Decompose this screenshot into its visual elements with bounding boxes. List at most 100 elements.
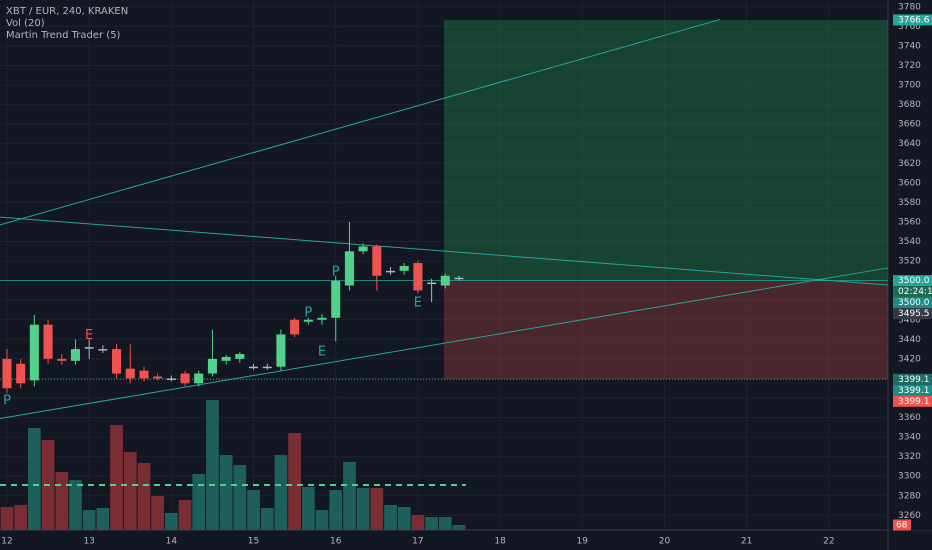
- volume-tag-label: 68: [896, 521, 908, 531]
- volume-bar: [151, 496, 164, 530]
- volume-bar: [69, 480, 82, 530]
- candle-body: [180, 373, 190, 384]
- candle-body: [16, 363, 26, 384]
- y-tick-label: 3340: [898, 433, 921, 443]
- y-tick-label: 3700: [898, 81, 921, 91]
- candle-body: [303, 319, 313, 322]
- profit-zone: [443, 19, 888, 281]
- candle-body: [372, 246, 382, 276]
- price-tag-label: 3495.5: [898, 309, 930, 319]
- signal-label: E: [85, 328, 93, 343]
- y-tick-label: 3520: [898, 257, 921, 267]
- volume-bar: [397, 507, 411, 530]
- candle-body: [57, 358, 67, 361]
- volume-bar: [82, 510, 96, 530]
- volume-bar: [356, 488, 370, 530]
- volume-bar: [164, 513, 178, 530]
- candle-body: [440, 275, 450, 286]
- y-tick-label: 3780: [898, 2, 921, 12]
- price-tag: [893, 14, 932, 26]
- volume-bar: [192, 474, 206, 530]
- signal-label: E: [414, 296, 422, 311]
- trend-line: [0, 19, 720, 226]
- price-tag-label: 3766.6: [898, 15, 930, 25]
- y-tick-label: 3760: [898, 22, 921, 32]
- candle-body: [358, 246, 368, 252]
- volume-tag: [893, 519, 911, 531]
- x-tick-label: 13: [83, 537, 94, 547]
- loss-zone: [443, 280, 888, 380]
- y-tick-label: 3540: [898, 237, 921, 247]
- y-tick-label: 3360: [898, 413, 921, 423]
- candle-body: [194, 373, 204, 384]
- candle-body: [454, 277, 464, 280]
- x-tick-label: 19: [577, 537, 589, 547]
- y-tick-label: 3300: [898, 472, 921, 482]
- candle-body: [29, 324, 39, 381]
- x-tick-label: 17: [412, 537, 423, 547]
- y-tick-label: 3460: [898, 315, 921, 325]
- candle-body: [290, 319, 300, 335]
- candle-body: [207, 358, 217, 374]
- price-tag: [893, 384, 932, 396]
- candle-body: [139, 370, 149, 379]
- y-tick-label: 3620: [898, 159, 921, 169]
- volume-bar: [0, 507, 14, 530]
- volume-bar: [329, 490, 343, 530]
- volume-bar: [55, 472, 69, 530]
- volume-bar: [438, 517, 452, 530]
- x-tick-label: 20: [659, 537, 671, 547]
- candle-body: [386, 270, 396, 273]
- candle-body: [399, 265, 409, 271]
- volume-bar: [384, 505, 397, 530]
- chart-title: XBT / EUR, 240, KRAKEN: [6, 6, 128, 17]
- price-tag-label: 3399.1: [898, 386, 930, 396]
- volume-bar: [233, 465, 247, 530]
- volume-bar: [452, 525, 466, 530]
- volume-bar: [301, 487, 315, 530]
- volume-bar: [370, 488, 384, 530]
- price-tag-label: 3399.1: [898, 397, 930, 407]
- trend-line: [0, 216, 889, 286]
- candle-body: [43, 324, 53, 359]
- y-tick-label: 3660: [898, 120, 921, 130]
- y-tick-label: 3420: [898, 354, 921, 364]
- volume-bar: [315, 510, 329, 530]
- price-tag: [893, 286, 932, 298]
- price-axis-bg: [889, 0, 932, 530]
- candle-body: [98, 349, 108, 351]
- volume-bar: [343, 462, 356, 530]
- candle-body: [317, 317, 327, 320]
- x-tick-label: 14: [166, 537, 178, 547]
- y-tick-label: 3720: [898, 61, 921, 71]
- signal-label: P: [332, 264, 340, 279]
- volume-bar: [14, 505, 28, 530]
- y-tick-label: 3320: [898, 452, 921, 462]
- price-tag: [893, 373, 932, 385]
- price-tag: [893, 275, 932, 287]
- candle-body: [84, 347, 94, 349]
- candle-body: [166, 378, 176, 380]
- price-tag: [893, 395, 932, 407]
- indicator-label: Martin Trend Trader (5): [6, 30, 121, 41]
- volume-bar: [27, 428, 41, 530]
- volume-bar: [96, 508, 110, 530]
- x-tick-label: 22: [823, 537, 834, 547]
- candle-body: [70, 349, 80, 361]
- price-tag-label: 3500.0: [898, 298, 930, 308]
- signal-label: P: [304, 305, 312, 320]
- candle-body: [262, 366, 272, 369]
- signal-label: P: [3, 393, 11, 408]
- price-tag: [893, 308, 932, 320]
- price-tag-label: 02:24:12: [898, 287, 932, 297]
- y-tick-label: 3440: [898, 335, 921, 345]
- candle-body: [235, 353, 245, 359]
- volume-bar: [411, 515, 425, 530]
- volume-bar: [178, 500, 192, 530]
- price-tag: [893, 297, 932, 309]
- y-tick-label: 3560: [898, 217, 921, 227]
- candle-body: [427, 282, 437, 285]
- volume-bar: [260, 508, 274, 530]
- signal-label: E: [318, 345, 326, 360]
